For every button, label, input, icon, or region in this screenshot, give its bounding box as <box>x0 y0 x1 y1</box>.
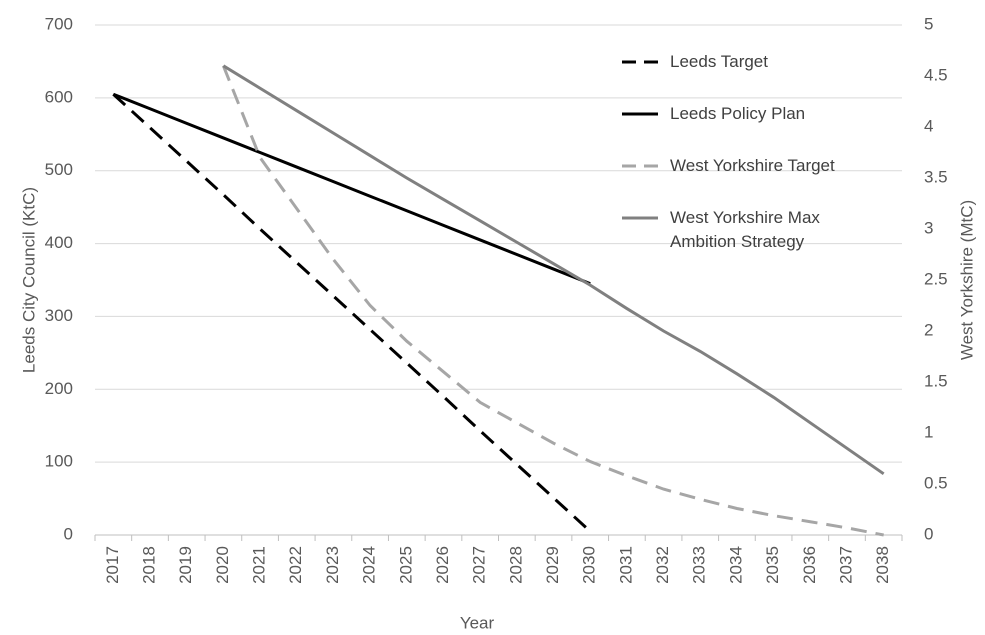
series-line <box>221 65 884 537</box>
y-tick-label: 500 <box>45 160 73 179</box>
x-tick-label: 2034 <box>726 546 745 584</box>
legend-label: Leeds Target <box>670 52 768 71</box>
legend-entry: West Yorkshire Max Ambition Strategy <box>620 206 880 254</box>
legend-entry: West Yorkshire Target <box>620 154 880 198</box>
legend-entry: Leeds Policy Plan <box>620 102 880 146</box>
y-tick-label: 400 <box>45 233 73 252</box>
y2-tick-label: 1.5 <box>924 371 948 390</box>
x-tick-label: 2019 <box>176 546 195 584</box>
y-tick-label: 0 <box>64 524 73 543</box>
x-tick-label: 2032 <box>653 546 672 584</box>
x-tick-label: 2030 <box>580 546 599 584</box>
y2-axis-label: West Yorkshire (MtC) <box>957 200 976 360</box>
x-tick-label: 2017 <box>103 546 122 584</box>
y2-tick-label: 1 <box>924 422 933 441</box>
x-tick-label: 2036 <box>800 546 819 584</box>
x-tick-label: 2038 <box>873 546 892 584</box>
y2-tick-label: 3.5 <box>924 167 948 186</box>
x-tick-label: 2028 <box>506 546 525 584</box>
y-tick-label: 300 <box>45 306 73 325</box>
x-tick-label: 2031 <box>616 546 635 584</box>
x-tick-label: 2026 <box>433 546 452 584</box>
legend-swatch <box>622 60 658 64</box>
x-tick-label: 2025 <box>396 546 415 584</box>
x-tick-label: 2021 <box>250 546 269 584</box>
y-axis-label: Leeds City Council (KtC) <box>19 187 38 373</box>
x-axis-label: Year <box>460 613 495 632</box>
x-tick-label: 2027 <box>470 546 489 584</box>
series-line <box>112 92 591 286</box>
legend-swatch <box>622 216 658 220</box>
y2-tick-label: 0.5 <box>924 473 948 492</box>
y-tick-label: 600 <box>45 87 73 106</box>
x-tick-label: 2022 <box>286 546 305 584</box>
legend-entry: Leeds Target <box>620 50 880 94</box>
y-tick-label: 100 <box>45 452 73 471</box>
y2-tick-label: 3 <box>924 218 933 237</box>
legend-label: West Yorkshire Target <box>670 156 835 175</box>
series-line <box>112 93 592 533</box>
legend-swatch <box>622 112 658 116</box>
legend: Leeds Target Leeds Policy Plan West Yorksh… <box>620 50 880 262</box>
y2-tick-label: 4 <box>924 116 933 135</box>
y2-tick-label: 4.5 <box>924 65 948 84</box>
x-tick-label: 2035 <box>763 546 782 584</box>
legend-label: Leeds Policy Plan <box>670 104 806 123</box>
y-tick-label: 200 <box>45 379 73 398</box>
y-tick-label: 700 <box>45 14 73 33</box>
series-line <box>222 64 885 476</box>
y2-tick-label: 2.5 <box>924 269 948 288</box>
y2-tick-label: 0 <box>924 524 933 543</box>
x-tick-label: 2037 <box>836 546 855 584</box>
x-tick-label: 2023 <box>323 546 342 584</box>
x-tick-label: 2033 <box>690 546 709 584</box>
x-tick-label: 2024 <box>360 546 379 584</box>
y2-tick-label: 5 <box>924 14 933 33</box>
y2-tick-label: 2 <box>924 320 933 339</box>
x-tick-label: 2020 <box>213 546 232 584</box>
legend-swatch <box>622 164 658 168</box>
x-tick-label: 2029 <box>543 546 562 584</box>
x-tick-label: 2018 <box>140 546 159 584</box>
legend-label: West Yorkshire Max Ambition Strategy <box>670 208 820 251</box>
